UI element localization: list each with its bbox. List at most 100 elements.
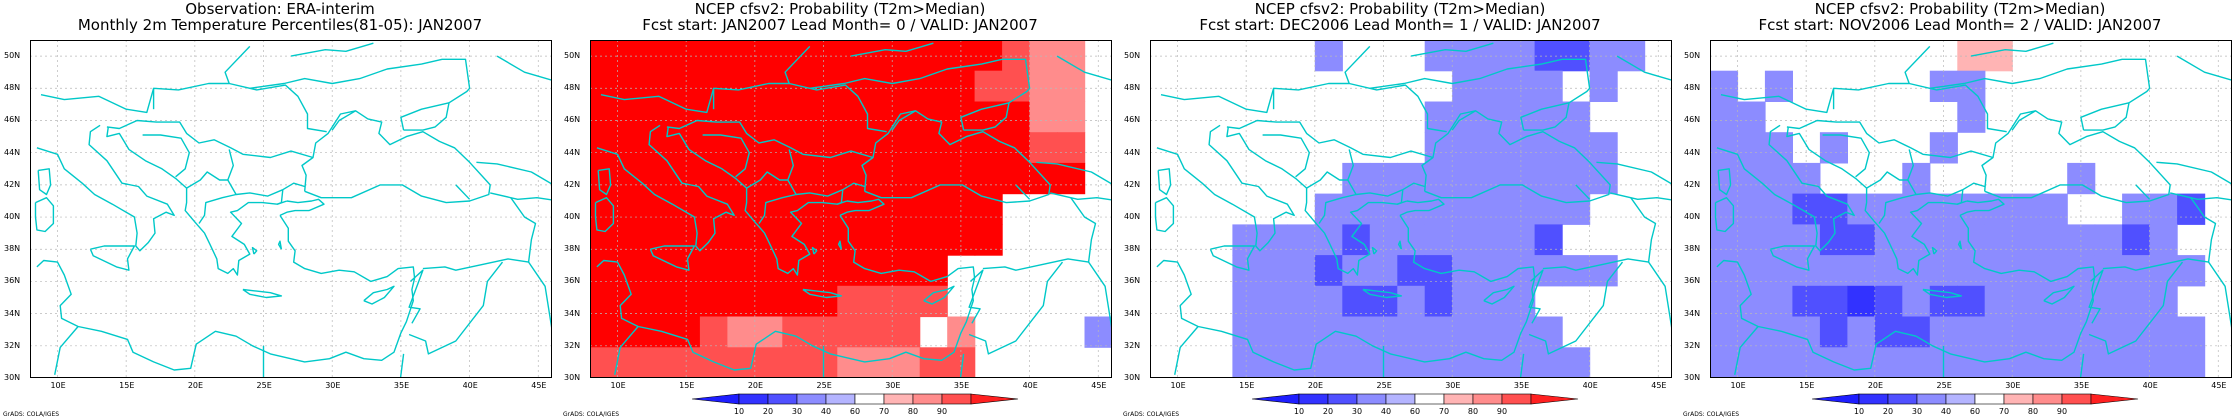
coastline	[408, 261, 504, 355]
probability-cell	[864, 347, 893, 378]
lat-tick-label: 38N	[564, 244, 581, 254]
coastline	[301, 110, 491, 204]
panel-subtitle: Fcst start: JAN2007 Lead Month= 0 / VALI…	[642, 16, 1038, 34]
probability-cell	[892, 101, 921, 133]
coastline	[1528, 269, 1544, 324]
lat-tick-label: 32N	[1124, 340, 1141, 350]
probability-cell	[1342, 316, 1371, 348]
coastline	[331, 110, 356, 131]
probability-cell	[837, 132, 866, 164]
probability-cell	[1710, 316, 1739, 348]
coastline	[1610, 192, 1672, 201]
coastline	[2043, 285, 2075, 305]
coastline	[666, 126, 848, 276]
probability-cell	[1534, 70, 1563, 102]
probability-cell	[919, 132, 948, 164]
colorbar-label: 90	[2057, 407, 2067, 416]
probability-cell	[1737, 224, 1766, 256]
probability-cell	[892, 193, 921, 225]
coastline	[37, 168, 52, 196]
probability-cell	[892, 132, 921, 164]
coastline	[1916, 189, 1964, 197]
colorbar-label: 30	[1352, 407, 1362, 416]
probability-cell	[1957, 101, 1986, 133]
probability-cell	[699, 255, 728, 287]
probability-cell	[1002, 70, 1031, 102]
lat-tick-label: 38N	[4, 244, 21, 254]
coastline	[496, 55, 552, 82]
probability-cell	[1397, 347, 1426, 378]
colorbar-swatch	[1385, 393, 1416, 405]
coastline	[923, 285, 955, 305]
coastline	[1160, 82, 1447, 133]
colorbar-label: 10	[734, 407, 744, 416]
probability-cell	[672, 162, 701, 195]
coastline	[891, 110, 916, 131]
grads-credit: GrADS: COLA/IGES	[563, 411, 620, 418]
lon-tick-label: 20E	[187, 381, 204, 390]
coastline	[2080, 102, 2130, 131]
probability-cell	[1984, 40, 2013, 72]
coastline	[1344, 45, 1371, 84]
probability-cell	[974, 70, 1003, 102]
probability-cell	[1342, 347, 1371, 378]
probability-cell	[1479, 316, 1508, 348]
coastline	[796, 189, 844, 197]
colorbar-label: 90	[937, 407, 947, 416]
coastline	[40, 82, 327, 133]
coastline	[54, 326, 79, 375]
probability-cell	[1737, 132, 1766, 164]
probability-cell	[1737, 285, 1766, 318]
probability-cell	[754, 70, 783, 102]
probability-cell	[1424, 101, 1453, 133]
probability-cell	[1314, 224, 1343, 256]
probability-cell	[1929, 132, 1958, 164]
probability-cell	[1507, 70, 1536, 102]
coastline	[1714, 196, 1735, 233]
coastline	[408, 269, 424, 324]
probability-cell	[727, 347, 756, 378]
coastline	[596, 124, 735, 252]
coastline	[1907, 149, 1915, 181]
probability-cell	[590, 255, 619, 287]
coastline	[1931, 246, 1938, 255]
colorbar-label: 60	[850, 407, 860, 416]
coastline	[2079, 353, 2085, 378]
probability-cell	[1764, 224, 1793, 256]
probability-cell	[1534, 193, 1563, 225]
colorbar-swatch	[1945, 393, 1976, 405]
probability-cell	[617, 285, 646, 318]
probability-cell	[1369, 193, 1398, 225]
panel-title: NCEP cfsv2: Probability (T2m>Median)	[1254, 0, 1546, 18]
probability-cell	[1737, 316, 1766, 348]
lat-tick-label: 50N	[564, 51, 581, 61]
probability-cell	[699, 162, 728, 195]
coastline	[1356, 189, 1404, 197]
probability-cell	[672, 347, 701, 378]
probability-cell	[2039, 193, 2068, 225]
probability-cell	[2012, 316, 2041, 348]
probability-cell	[1057, 101, 1086, 133]
probability-cell	[782, 347, 811, 378]
lat-tick-label: 30N	[4, 373, 21, 382]
probability-cell	[1287, 224, 1316, 256]
probability-cell	[919, 255, 948, 287]
coastline	[649, 245, 696, 271]
probability-cell	[864, 316, 893, 348]
coastline	[1226, 119, 1434, 159]
coastline	[850, 42, 934, 57]
coastline	[1957, 240, 1963, 250]
probability-cell	[864, 255, 893, 287]
probability-cell	[2067, 224, 2096, 256]
probability-cell	[919, 347, 948, 378]
probability-cell	[590, 316, 619, 348]
grads-credit: GrADS: COLA/IGES	[1683, 411, 1740, 418]
coastline	[1717, 168, 1732, 196]
probability-cell	[809, 193, 838, 225]
colorbar-label: 90	[1497, 407, 1507, 416]
probability-cell	[974, 193, 1003, 225]
colorbar-label: 20	[763, 407, 773, 416]
probability-cell	[1984, 255, 2013, 287]
coastline	[1786, 119, 1994, 159]
